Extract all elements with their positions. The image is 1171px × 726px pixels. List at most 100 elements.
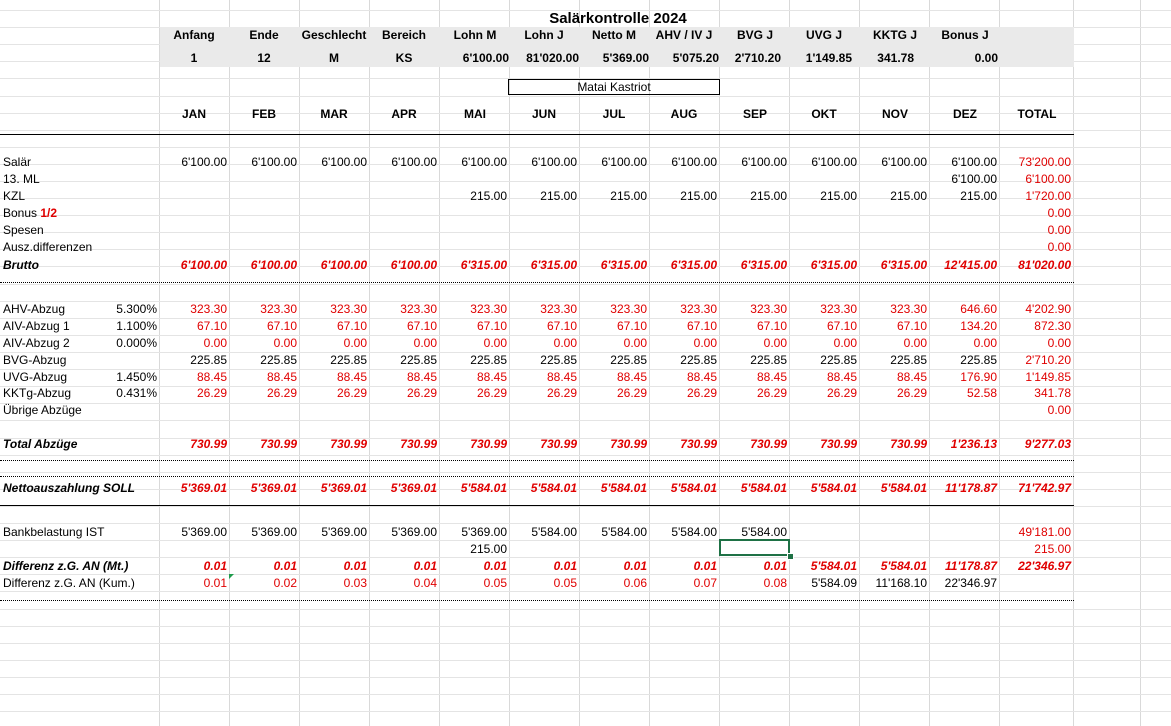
table-cell[interactable]: 323.30	[400, 302, 437, 316]
table-cell[interactable]: 323.30	[470, 302, 507, 316]
table-cell[interactable]: 67.10	[266, 319, 297, 333]
table-cell[interactable]: 225.85	[540, 353, 577, 367]
table-cell[interactable]: 0.05	[553, 576, 577, 590]
table-cell[interactable]: 1'236.13	[950, 437, 997, 451]
table-cell[interactable]: 6'100.00	[251, 155, 297, 169]
table-cell[interactable]: 225.85	[190, 353, 227, 367]
table-cell[interactable]: 215.00	[470, 542, 507, 556]
table-cell[interactable]: 81'020.00	[1018, 258, 1071, 272]
table-cell[interactable]: 5'584.01	[460, 481, 507, 495]
table-cell[interactable]: 26.29	[616, 386, 647, 400]
info-value-cell[interactable]: 81'020.00	[526, 51, 579, 65]
table-cell[interactable]: 5'584.00	[741, 525, 787, 539]
table-cell[interactable]: 0.01	[203, 576, 227, 590]
table-cell[interactable]: 26.29	[826, 386, 857, 400]
table-cell[interactable]: 730.99	[470, 437, 507, 451]
table-cell[interactable]: 323.30	[330, 302, 367, 316]
table-cell[interactable]: 88.45	[756, 370, 787, 384]
info-value-cell[interactable]: 6'100.00	[462, 51, 509, 65]
info-value-cell[interactable]: 0.00	[974, 51, 998, 65]
table-cell[interactable]: 0.03	[343, 576, 367, 590]
table-cell[interactable]: 0.00	[1047, 206, 1071, 220]
info-value-cell[interactable]: 1'149.85	[805, 51, 852, 65]
table-cell[interactable]: 0.01	[553, 559, 577, 573]
table-cell[interactable]: 730.99	[190, 437, 227, 451]
table-cell[interactable]: 6'315.00	[880, 258, 927, 272]
table-cell[interactable]: 67.10	[546, 319, 577, 333]
table-cell[interactable]: 0.06	[623, 576, 647, 590]
table-cell[interactable]: 215.00	[680, 189, 717, 203]
table-cell[interactable]: 730.99	[400, 437, 437, 451]
table-cell[interactable]: 6'100.00	[391, 155, 437, 169]
table-cell[interactable]: 215.00	[470, 189, 507, 203]
table-cell[interactable]: 5'369.00	[461, 525, 507, 539]
table-cell[interactable]: 646.60	[960, 302, 997, 316]
table-cell[interactable]: 5'369.01	[390, 481, 437, 495]
table-cell[interactable]: 26.29	[686, 386, 717, 400]
table-cell[interactable]: 67.10	[336, 319, 367, 333]
table-cell[interactable]: 0.01	[273, 559, 297, 573]
table-cell[interactable]: 6'315.00	[530, 258, 577, 272]
table-cell[interactable]: 215.00	[750, 189, 787, 203]
table-cell[interactable]: 5'584.01	[530, 481, 577, 495]
table-cell[interactable]: 5'584.01	[600, 481, 647, 495]
table-cell[interactable]: 67.10	[896, 319, 927, 333]
table-cell[interactable]: 225.85	[960, 353, 997, 367]
table-cell[interactable]: 11'178.87	[944, 481, 997, 495]
info-value-cell[interactable]: 341.78	[877, 51, 914, 65]
table-cell[interactable]: 88.45	[476, 370, 507, 384]
table-cell[interactable]: 6'100.00	[181, 155, 227, 169]
table-cell[interactable]: 6'315.00	[600, 258, 647, 272]
table-cell[interactable]: 5'584.01	[810, 481, 857, 495]
table-cell[interactable]: 323.30	[260, 302, 297, 316]
table-cell[interactable]: 730.99	[610, 437, 647, 451]
table-cell[interactable]: 0.00	[833, 336, 857, 350]
table-cell[interactable]: 88.45	[896, 370, 927, 384]
table-cell[interactable]: 88.45	[406, 370, 437, 384]
table-cell[interactable]: 323.30	[610, 302, 647, 316]
table-cell[interactable]: 5'369.01	[320, 481, 367, 495]
table-cell[interactable]: 176.90	[960, 370, 997, 384]
table-cell[interactable]: 0.07	[693, 576, 717, 590]
table-cell[interactable]: 6'315.00	[740, 258, 787, 272]
table-cell[interactable]: 5'369.00	[321, 525, 367, 539]
table-cell[interactable]: 0.01	[203, 559, 227, 573]
table-cell[interactable]: 0.01	[343, 559, 367, 573]
info-value-cell[interactable]: 2'710.20	[734, 51, 781, 65]
table-cell[interactable]: 0.00	[763, 336, 787, 350]
table-cell[interactable]: 5'584.00	[671, 525, 717, 539]
table-cell[interactable]: 26.29	[476, 386, 507, 400]
table-cell[interactable]: 6'100.00	[1025, 172, 1071, 186]
table-cell[interactable]: 215.00	[960, 189, 997, 203]
table-cell[interactable]: 26.29	[336, 386, 367, 400]
table-cell[interactable]: 323.30	[540, 302, 577, 316]
table-cell[interactable]: 49'181.00	[1018, 525, 1071, 539]
table-cell[interactable]: 88.45	[336, 370, 367, 384]
table-cell[interactable]: 215.00	[1034, 542, 1071, 556]
table-cell[interactable]: 6'100.00	[461, 155, 507, 169]
table-cell[interactable]: 0.00	[623, 336, 647, 350]
table-cell[interactable]: 73'200.00	[1018, 155, 1071, 169]
table-cell[interactable]: 0.00	[1047, 240, 1071, 254]
table-cell[interactable]: 730.99	[540, 437, 577, 451]
selected-cell[interactable]	[719, 539, 790, 556]
table-cell[interactable]: 71'742.97	[1018, 481, 1071, 495]
table-cell[interactable]: 11'178.87	[944, 559, 997, 573]
table-cell[interactable]: 5'369.01	[250, 481, 297, 495]
table-cell[interactable]: 0.00	[273, 336, 297, 350]
table-cell[interactable]: 5'369.00	[181, 525, 227, 539]
table-cell[interactable]: 0.00	[1047, 403, 1071, 417]
table-cell[interactable]: 67.10	[756, 319, 787, 333]
table-cell[interactable]: 6'315.00	[810, 258, 857, 272]
table-cell[interactable]: 12'415.00	[944, 258, 997, 272]
table-cell[interactable]: 26.29	[406, 386, 437, 400]
table-cell[interactable]: 0.02	[273, 576, 297, 590]
table-cell[interactable]: 88.45	[686, 370, 717, 384]
table-cell[interactable]: 0.00	[1047, 336, 1071, 350]
table-cell[interactable]: 5'369.00	[391, 525, 437, 539]
table-cell[interactable]: 225.85	[610, 353, 647, 367]
table-cell[interactable]: 5'369.01	[180, 481, 227, 495]
table-cell[interactable]: 225.85	[890, 353, 927, 367]
info-value-cell[interactable]: 5'369.00	[602, 51, 649, 65]
table-cell[interactable]: 0.00	[203, 336, 227, 350]
